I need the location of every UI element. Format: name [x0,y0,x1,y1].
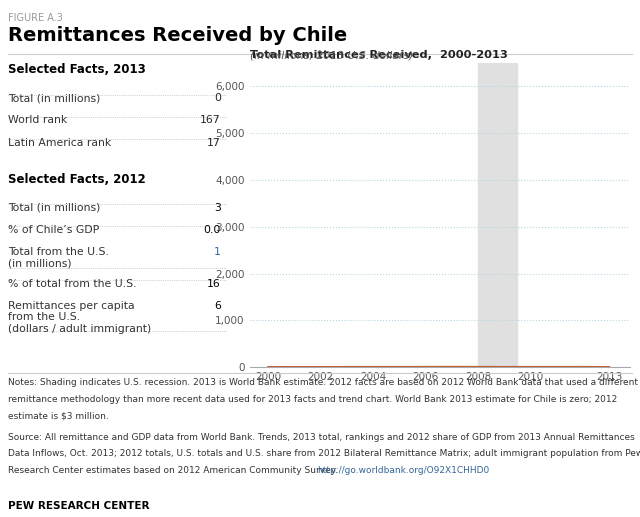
Text: Selected Facts, 2013: Selected Facts, 2013 [8,63,145,76]
Text: estimate is $3 million.: estimate is $3 million. [8,412,108,420]
Text: Notes: Shading indicates U.S. recession. 2013 is World Bank estimate. 2012 facts: Notes: Shading indicates U.S. recession.… [8,378,637,387]
Text: (in millions, 2013 U.S. dollars): (in millions, 2013 U.S. dollars) [250,39,413,60]
Text: 16: 16 [207,279,221,288]
Text: Total Remittances Received,  2000-2013: Total Remittances Received, 2000-2013 [250,51,508,60]
Text: 0: 0 [214,93,221,103]
Text: % of Chile’s GDP: % of Chile’s GDP [8,225,99,235]
Text: Remittances per capita
from the U.S.
(dollars / adult immigrant): Remittances per capita from the U.S. (do… [8,301,151,334]
Text: Total (in millions): Total (in millions) [8,203,100,212]
Text: World rank: World rank [8,115,67,125]
Text: % of total from the U.S.: % of total from the U.S. [8,279,136,288]
Text: http://go.worldbank.org/O92X1CHHD0: http://go.worldbank.org/O92X1CHHD0 [317,466,489,475]
Text: Research Center estimates based on 2012 American Community Survey.: Research Center estimates based on 2012 … [8,466,343,475]
Text: 6: 6 [214,301,221,311]
Text: 0.0: 0.0 [204,225,221,235]
Text: Remittances Received by Chile: Remittances Received by Chile [8,26,347,45]
Text: 167: 167 [200,115,221,125]
Text: Total from the U.S.
(in millions): Total from the U.S. (in millions) [8,247,109,269]
Text: Data Inflows, Oct. 2013; 2012 totals, U.S. totals and U.S. share from 2012 Bilat: Data Inflows, Oct. 2013; 2012 totals, U.… [8,449,640,458]
Text: Latin America rank: Latin America rank [8,138,111,147]
Text: Selected Facts, 2012: Selected Facts, 2012 [8,173,145,186]
Text: Source: All remittance and GDP data from World Bank. Trends, 2013 total, ranking: Source: All remittance and GDP data from… [8,433,634,442]
Text: FIGURE A.3: FIGURE A.3 [8,13,63,23]
Text: 17: 17 [207,138,221,147]
Bar [478,63,518,367]
Text: remittance methodology than more recent data used for 2013 facts and trend chart: remittance methodology than more recent … [8,395,617,404]
Text: Total (in millions): Total (in millions) [8,93,100,103]
Text: 3: 3 [214,203,221,212]
Text: PEW RESEARCH CENTER: PEW RESEARCH CENTER [8,501,149,511]
Text: 1: 1 [214,247,221,257]
